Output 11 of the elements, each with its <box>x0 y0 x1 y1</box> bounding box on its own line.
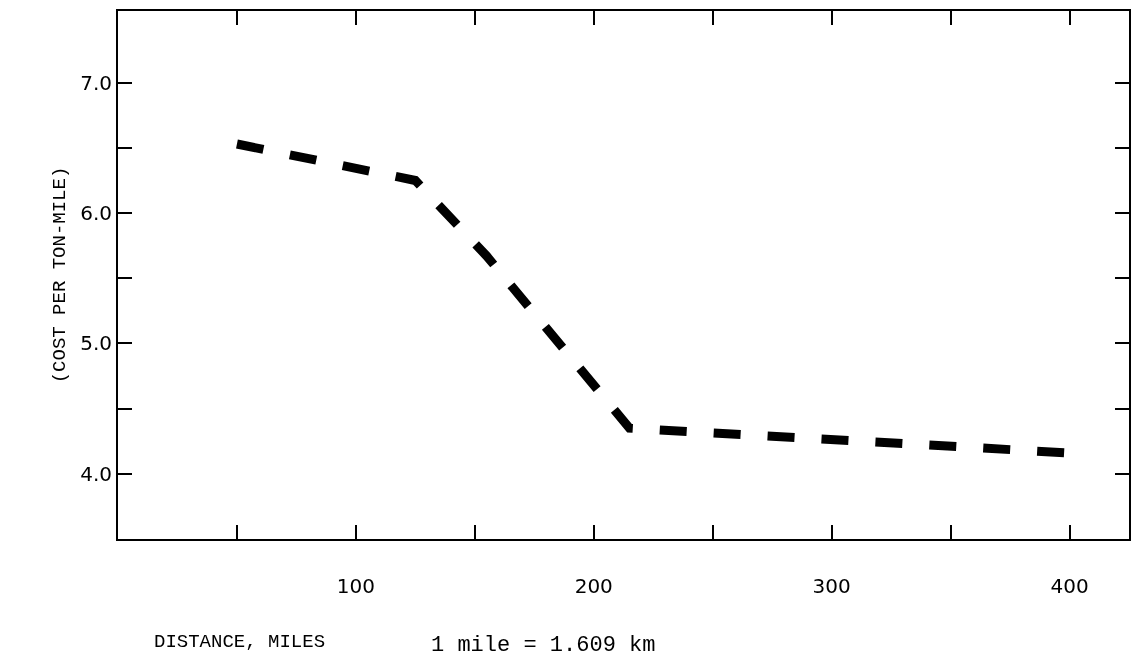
x-axis-title: DISTANCE, MILES <box>154 631 326 653</box>
x-tick-label: 100 <box>336 574 375 598</box>
x-tick-label: 200 <box>574 574 613 598</box>
x-tick-label: 300 <box>812 574 851 598</box>
y-tick-label: 7.0 <box>80 70 112 95</box>
x-tick-label: 400 <box>1050 574 1089 598</box>
y-tick-label: 5.0 <box>80 331 112 356</box>
y-tick-label: 6.0 <box>80 201 112 226</box>
y-tick-label: 4.0 <box>80 461 112 486</box>
y-axis-title: (COST PER TON-MILE) <box>48 166 71 384</box>
text: 1 mile = 1.609 km <box>431 633 656 657</box>
